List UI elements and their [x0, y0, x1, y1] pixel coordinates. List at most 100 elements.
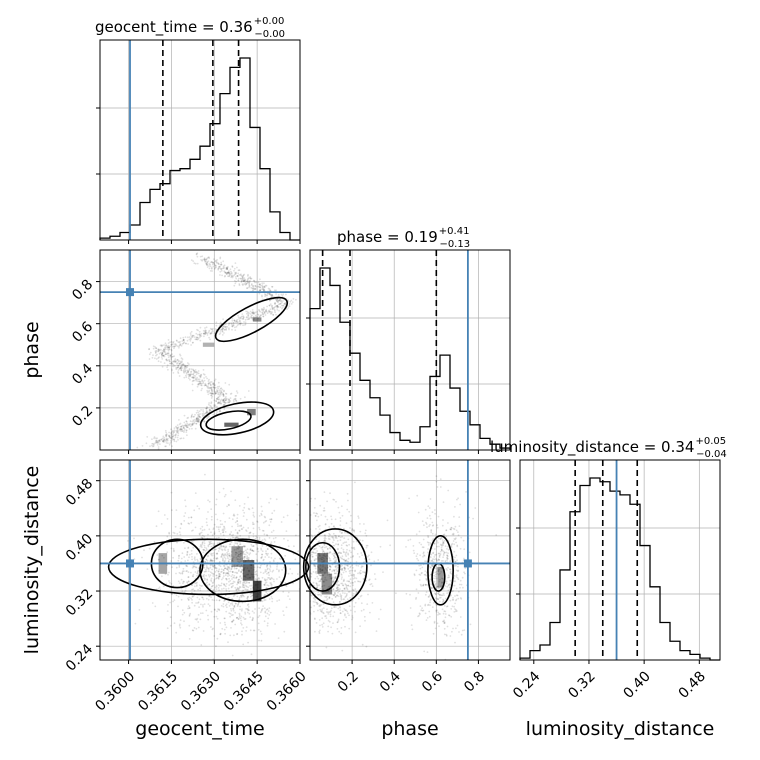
- sample-point: [236, 532, 239, 534]
- sample-point: [223, 266, 225, 269]
- sample-point: [251, 312, 254, 315]
- sample-point: [207, 393, 210, 396]
- sample-point: [208, 329, 211, 332]
- sample-point: [206, 555, 209, 558]
- sample-point: [443, 539, 446, 542]
- sample-point: [203, 528, 206, 531]
- sample-point: [164, 353, 167, 356]
- sample-point: [252, 521, 254, 524]
- sample-point: [238, 551, 240, 553]
- sample-point: [438, 556, 441, 558]
- sample-point: [196, 553, 198, 555]
- sample-point: [347, 584, 350, 587]
- sample-point: [457, 497, 459, 500]
- sample-point: [226, 401, 229, 404]
- sample-point: [200, 374, 203, 377]
- sample-point: [213, 404, 216, 406]
- sample-point: [266, 608, 269, 611]
- sample-point: [210, 531, 212, 534]
- sample-point: [165, 358, 168, 361]
- sample-point: [271, 285, 274, 288]
- sample-point: [196, 371, 198, 373]
- sample-point: [158, 439, 161, 442]
- sample-point: [217, 536, 220, 539]
- sample-point: [203, 603, 206, 605]
- sample-point: [289, 568, 292, 570]
- sample-point: [223, 628, 226, 631]
- sample-point: [165, 435, 168, 438]
- sample-point: [413, 574, 416, 577]
- sample-point: [272, 313, 275, 316]
- sample-point: [210, 332, 213, 335]
- sample-point: [317, 591, 320, 593]
- sample-point: [192, 376, 195, 379]
- sample-point: [208, 256, 210, 259]
- sample-point: [262, 315, 265, 318]
- sample-point: [435, 609, 437, 612]
- sample-point: [219, 546, 221, 549]
- sample-point: [229, 545, 231, 548]
- sample-point: [165, 359, 168, 362]
- sample-point: [166, 346, 169, 349]
- sample-point: [351, 529, 354, 531]
- sample-point: [422, 546, 425, 549]
- sample-point: [203, 257, 206, 260]
- sample-point: [169, 341, 172, 344]
- sample-point: [216, 552, 219, 555]
- sample-point: [223, 583, 225, 585]
- sample-point: [203, 575, 205, 577]
- sample-point: [432, 552, 434, 555]
- sample-point: [418, 579, 421, 581]
- sample-point: [190, 597, 193, 600]
- sample-point: [436, 524, 438, 527]
- sample-point: [265, 550, 267, 552]
- sample-point: [352, 589, 355, 592]
- sample-point: [158, 569, 161, 572]
- sample-point: [186, 366, 188, 369]
- sample-point: [431, 565, 434, 567]
- sample-point: [260, 639, 263, 642]
- sample-point: [260, 314, 262, 316]
- sample-point: [236, 266, 238, 269]
- sample-point: [234, 398, 237, 401]
- sample-point: [449, 560, 452, 563]
- sample-point: [434, 597, 437, 599]
- sample-point: [192, 419, 195, 422]
- sample-point: [357, 597, 360, 600]
- sample-point: [255, 281, 257, 284]
- sample-point: [316, 550, 319, 552]
- sample-point: [456, 594, 459, 597]
- sample-point: [348, 510, 351, 513]
- sample-point: [330, 607, 333, 610]
- sample-point: [343, 537, 346, 539]
- sample-point: [219, 632, 222, 635]
- sample-point: [217, 528, 220, 531]
- sample-point: [203, 544, 206, 547]
- sample-point: [458, 525, 461, 527]
- sample-point: [228, 554, 231, 557]
- sample-point: [348, 627, 351, 630]
- sample-point: [318, 619, 321, 621]
- sample-point: [222, 394, 225, 397]
- sample-point: [349, 582, 352, 584]
- sample-point: [190, 553, 193, 555]
- sample-point: [194, 413, 196, 416]
- sample-point: [325, 617, 328, 619]
- sample-point: [173, 532, 176, 535]
- sample-point: [203, 414, 206, 416]
- sample-point: [205, 548, 208, 551]
- sample-point: [275, 305, 277, 308]
- sample-point: [178, 375, 181, 377]
- sample-point: [189, 374, 191, 377]
- truth-marker: [126, 559, 134, 568]
- panel-frame: [519, 459, 721, 661]
- sample-point: [199, 544, 202, 546]
- sample-point: [279, 300, 282, 303]
- sample-point: [229, 543, 232, 546]
- sample-point: [176, 431, 178, 434]
- sample-point: [267, 287, 270, 290]
- sample-point: [183, 611, 186, 614]
- sample-point: [235, 588, 238, 591]
- sample-point: [168, 571, 170, 574]
- sample-point: [182, 369, 185, 372]
